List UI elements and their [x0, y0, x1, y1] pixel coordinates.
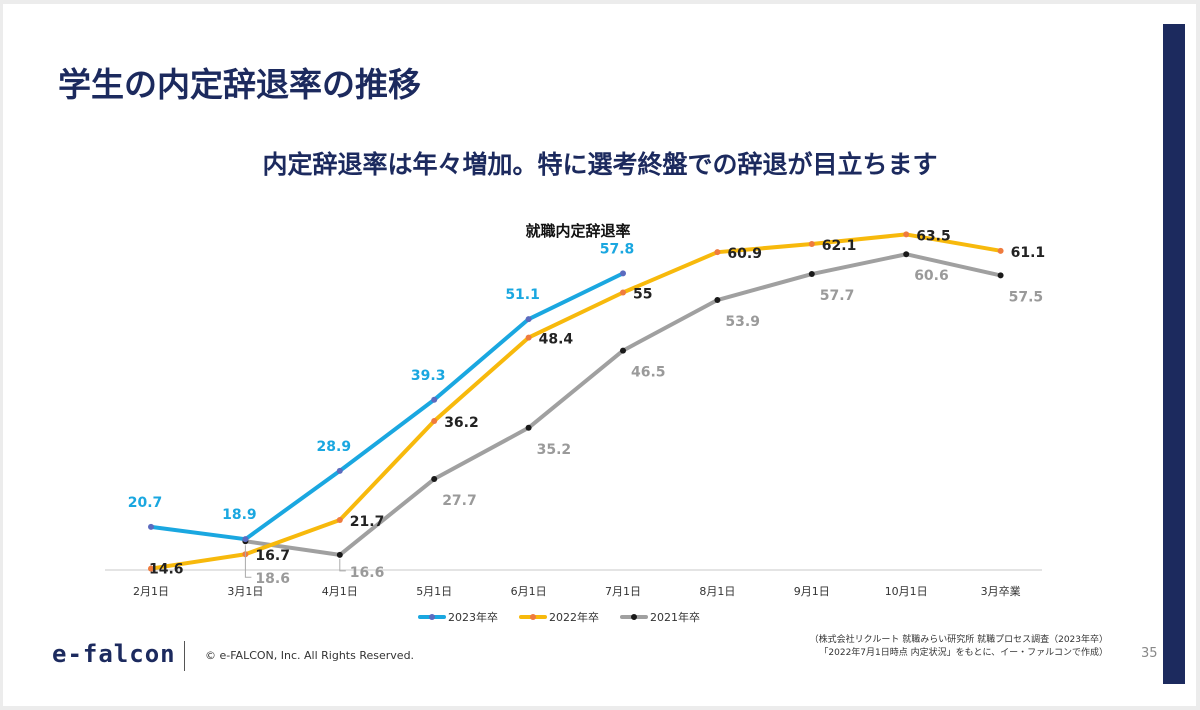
data-point: [431, 396, 438, 403]
data-label: 55: [633, 287, 652, 303]
data-label: 39.3: [411, 368, 446, 384]
data-label: 28.9: [317, 439, 352, 455]
data-point: [148, 523, 154, 530]
legend-marker: [530, 614, 536, 620]
legend-marker: [429, 614, 435, 620]
data-label: 57.5: [1009, 289, 1044, 305]
data-label: 60.9: [727, 246, 762, 262]
data-label: 35.2: [537, 442, 572, 458]
x-tick-label: 2月1日: [133, 585, 169, 598]
data-point: [431, 417, 438, 424]
data-point: [525, 316, 532, 323]
data-point: [808, 271, 815, 278]
data-point: [997, 247, 1004, 254]
data-label: 63.5: [916, 228, 951, 244]
x-tick-label: 9月1日: [794, 585, 830, 598]
data-label: 18.9: [222, 507, 257, 523]
data-label: 14.6: [149, 562, 184, 578]
data-point: [336, 517, 343, 524]
data-point: [431, 476, 438, 483]
data-label: 61.1: [1011, 245, 1046, 261]
data-label: 18.6: [255, 571, 290, 587]
data-label: 48.4: [539, 332, 574, 348]
x-tick-label: 6月1日: [511, 585, 547, 598]
series-line-2022年卒: [149, 232, 1003, 571]
x-tick-label: 5月1日: [416, 585, 452, 598]
data-point: [620, 347, 626, 354]
x-tick-label: 4月1日: [322, 585, 358, 598]
data-point: [525, 424, 532, 431]
legend-marker: [631, 614, 637, 620]
leader-line: [339, 558, 346, 572]
source-line-2: 「2022年7月1日時点 内定状況」をもとに、イー・ファルコンで作成）: [819, 648, 1108, 658]
x-tick-label: 3月1日: [227, 585, 263, 598]
footer-divider: [184, 641, 185, 671]
accent-bar: [1163, 24, 1185, 684]
data-label: 51.1: [505, 287, 540, 303]
data-point: [620, 289, 626, 296]
x-tick-label: 10月1日: [885, 585, 928, 598]
legend-label: 2023年卒: [448, 610, 498, 624]
data-point: [336, 467, 343, 474]
subtitle: 内定辞退率は年々増加。特に選考終盤での辞退が目立ちます: [262, 150, 938, 179]
page-number: 35: [1141, 646, 1158, 661]
data-point: [997, 272, 1004, 279]
legend-label: 2022年卒: [549, 610, 599, 624]
data-label: 57.8: [600, 241, 635, 257]
slide: [3, 4, 1196, 706]
data-label: 21.7: [350, 514, 385, 530]
data-point: [714, 249, 721, 256]
data-label: 46.5: [631, 365, 666, 381]
chart-title: 就職内定辞退率: [525, 222, 630, 240]
x-tick-label: 7月1日: [605, 585, 641, 598]
data-point: [903, 231, 910, 238]
page-title: 学生の内定辞退率の推移: [58, 65, 421, 104]
leader-line: [244, 545, 252, 578]
data-label: 27.7: [442, 493, 477, 509]
data-label: 57.7: [820, 288, 855, 304]
source-line-1: （株式会社リクルート 就職みらい研究所 就職プロセス調査（2023年卒）: [809, 635, 1108, 645]
data-point: [242, 536, 249, 543]
data-point: [808, 240, 815, 247]
legend-label: 2021年卒: [650, 610, 700, 624]
data-point: [148, 565, 154, 572]
copyright-text: © e-FALCON, Inc. All Rights Reserved.: [205, 649, 415, 662]
data-label: 60.6: [914, 268, 949, 284]
data-label: 62.1: [822, 238, 857, 254]
data-label: 16.7: [255, 548, 290, 564]
data-point: [903, 251, 910, 258]
data-point: [620, 270, 626, 277]
data-point: [525, 334, 532, 341]
series-line-2023年卒: [149, 271, 625, 542]
data-label: 20.7: [128, 495, 163, 511]
data-label: 36.2: [444, 415, 479, 431]
series-line-2021年卒: [243, 252, 1003, 557]
x-tick-label: 8月1日: [699, 585, 735, 598]
source-note: （株式会社リクルート 就職みらい研究所 就職プロセス調査（2023年卒） 「20…: [700, 634, 1108, 660]
data-label: 16.6: [350, 565, 385, 581]
data-point: [714, 297, 721, 304]
data-point: [336, 551, 343, 558]
company-logo: e-falcon: [52, 640, 176, 668]
x-tick-label: 3月卒業: [981, 584, 1021, 598]
data-label: 53.9: [725, 314, 760, 330]
